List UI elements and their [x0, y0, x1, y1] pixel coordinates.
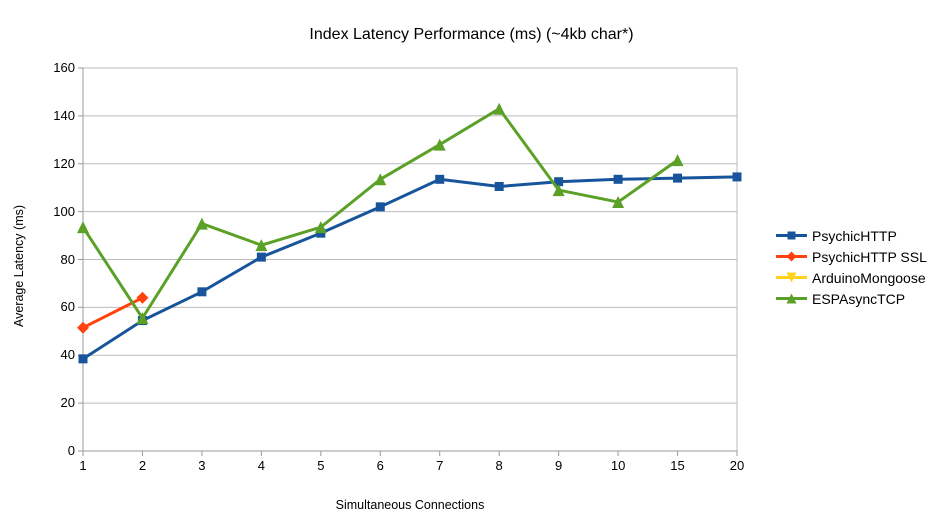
legend-item-label: ArduinoMongoose — [812, 269, 926, 286]
series-espasynctcp-marker — [493, 102, 506, 115]
x-tick-label: 5 — [317, 458, 325, 473]
x-tick-label: 9 — [555, 458, 563, 473]
x-tick-label: 1 — [79, 458, 87, 473]
series-espasynctcp-marker — [195, 217, 208, 230]
y-tick-label: 60 — [60, 299, 75, 315]
series-psychichttp-marker — [197, 287, 207, 297]
x-axis-title: Simultaneous Connections — [335, 498, 485, 512]
series-psychichttp-marker — [256, 252, 266, 262]
x-tick-label: 2 — [138, 458, 147, 473]
diamond-swatch-icon — [776, 251, 807, 262]
square-swatch-icon — [776, 231, 807, 240]
series-psychichttp-ssl-marker — [136, 291, 149, 304]
x-tick-label: 4 — [257, 458, 265, 473]
series-espasynctcp-marker — [314, 221, 327, 234]
y-tick-label: 80 — [60, 251, 75, 267]
x-tick-label: 20 — [729, 458, 745, 473]
series-espasynctcp-marker — [374, 173, 387, 186]
y-tick-label: 120 — [53, 155, 75, 171]
y-tick-label: 40 — [60, 347, 75, 363]
series-psychichttp-marker — [613, 174, 623, 184]
legend: PsychicHTTP PsychicHTTP SSL ArduinoMongoos… — [776, 225, 927, 309]
y-tick-label: 160 — [53, 60, 75, 75]
series-psychichttp-marker — [673, 173, 683, 183]
y-tick-label: 0 — [67, 443, 75, 458]
x-tick-label: 8 — [495, 458, 503, 473]
series-espasynctcp-marker — [552, 184, 565, 197]
x-tick-label: 15 — [670, 458, 685, 473]
legend-item-espasynctcp: ESPAsyncTCP — [776, 288, 927, 309]
series-psychichttp-marker — [732, 172, 742, 182]
legend-item-psychichttp-ssl: PsychicHTTP SSL — [776, 246, 927, 267]
y-tick-label: 20 — [60, 395, 75, 411]
y-tick-label: 140 — [53, 107, 75, 123]
series-psychichttp-line — [82, 175, 738, 361]
legend-item-label: ESPAsyncTCP — [812, 290, 906, 307]
legend-item-label: PsychicHTTP — [812, 227, 897, 244]
series-psychichttp-ssl-marker — [77, 321, 89, 334]
x-tick-label: 3 — [198, 458, 206, 473]
series-espasynctcp-marker — [612, 196, 625, 209]
x-tick-label: 7 — [436, 458, 444, 473]
x-tick-label: 6 — [376, 458, 384, 473]
legend-item-psychichttp: PsychicHTTP — [776, 225, 927, 246]
series-espasynctcp-marker — [136, 312, 149, 325]
triangle-down-swatch-icon — [776, 272, 807, 283]
x-tick-label: 10 — [610, 458, 626, 473]
series-espasynctcp-marker — [77, 221, 89, 234]
y-tick-label: 100 — [53, 203, 75, 219]
series-espasynctcp-line — [81, 106, 679, 321]
legend-item-arduinomongoose: ArduinoMongoose — [776, 267, 927, 288]
series-psychichttp-marker — [375, 202, 385, 212]
legend-item-label: PsychicHTTP SSL — [812, 248, 927, 265]
series-espasynctcp-marker — [671, 154, 684, 167]
triangle-up-swatch-icon — [776, 293, 807, 304]
series-espasynctcp-marker — [433, 138, 446, 151]
series-psychichttp-marker — [554, 177, 564, 187]
chart-title: Index Latency Performance (ms) (~4kb cha… — [309, 26, 634, 43]
series-psychichttp-marker — [494, 181, 504, 191]
series-psychichttp-marker — [78, 354, 88, 364]
series-psychichttp-marker — [435, 174, 445, 184]
series-espasynctcp-marker — [255, 239, 268, 252]
